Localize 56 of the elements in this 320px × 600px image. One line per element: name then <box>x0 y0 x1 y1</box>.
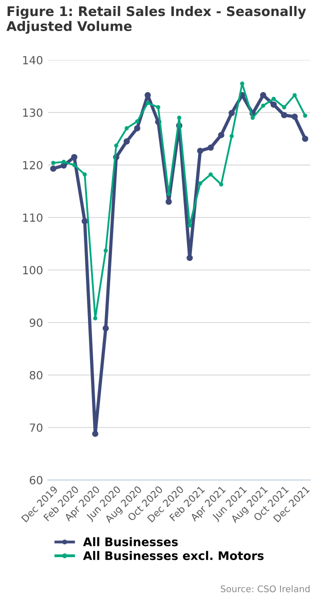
point <box>302 136 308 142</box>
point <box>197 148 204 154</box>
point <box>51 160 56 165</box>
point <box>146 100 150 106</box>
legend-label: All Businesses excl. Motors <box>83 550 264 560</box>
point <box>93 316 98 320</box>
point <box>261 104 266 108</box>
point <box>166 192 171 196</box>
point <box>198 181 202 186</box>
point <box>282 105 286 110</box>
point <box>218 132 224 138</box>
point <box>82 172 87 177</box>
y-tick-label: 80 <box>30 370 42 380</box>
point <box>292 93 297 98</box>
point <box>188 223 192 228</box>
point <box>240 82 244 86</box>
point <box>250 116 255 120</box>
y-tick-label: 130 <box>23 108 42 117</box>
point <box>92 430 98 437</box>
point <box>270 102 277 108</box>
point <box>292 114 298 120</box>
point <box>104 248 108 253</box>
point <box>208 144 214 151</box>
y-tick-label: 60 <box>30 476 42 484</box>
point <box>230 134 234 138</box>
point <box>177 116 182 120</box>
point <box>124 126 129 130</box>
point <box>228 110 235 116</box>
point <box>62 160 66 164</box>
point <box>71 154 78 160</box>
y-tick-label: 140 <box>23 56 42 64</box>
y-tick-label: 90 <box>30 318 42 327</box>
y-tick-label: 100 <box>23 266 42 274</box>
point <box>72 162 76 168</box>
y-tick-label: 70 <box>30 423 42 432</box>
point <box>260 92 266 98</box>
source-note: Source: CSO Ireland <box>220 585 310 592</box>
point <box>102 325 109 332</box>
point <box>156 105 160 110</box>
point <box>124 138 130 144</box>
point <box>135 119 140 124</box>
point <box>114 143 118 148</box>
point <box>186 254 193 262</box>
y-tick-label: 110 <box>23 213 42 222</box>
chart-title: Figure 1: Retail Sales Index - Seasonally Adjusted Volume <box>6 6 306 34</box>
point <box>134 125 140 132</box>
point <box>166 198 172 205</box>
legend-label: All Businesses <box>83 537 178 546</box>
point <box>303 114 308 118</box>
point <box>272 96 276 101</box>
point <box>219 182 224 187</box>
point <box>50 166 56 172</box>
y-tick-label: 120 <box>23 160 42 170</box>
point <box>208 172 213 177</box>
point <box>82 218 88 224</box>
point <box>281 112 288 118</box>
